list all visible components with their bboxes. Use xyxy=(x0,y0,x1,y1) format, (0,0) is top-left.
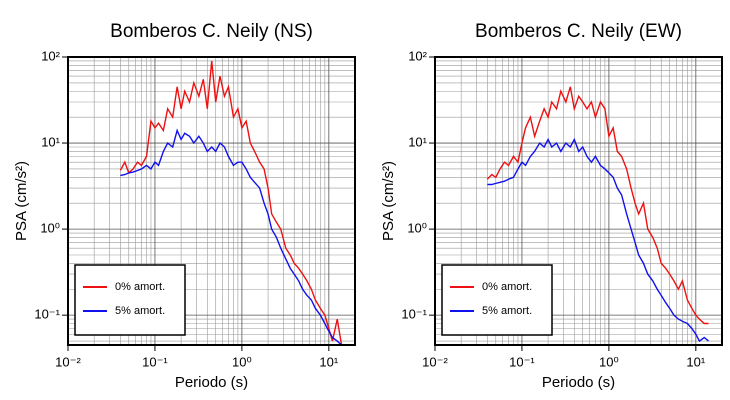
y-tick-label: 10⁻¹ xyxy=(401,307,427,322)
chart-title: Bomberos C. Neily (NS) xyxy=(110,21,313,42)
panel: Bomberos C. Neily (EW) Periodo (s) PSA (cm… xyxy=(380,21,723,391)
x-axis-label: Periodo (s) xyxy=(175,374,248,391)
plot-frame xyxy=(434,56,723,346)
legend-box xyxy=(74,264,186,336)
legend-label: 0% amort. xyxy=(115,281,165,293)
x-tick-label: 10⁰ xyxy=(599,354,619,369)
legend-label: 5% amort. xyxy=(482,305,532,317)
chart-title: Bomberos C. Neily (EW) xyxy=(475,21,682,42)
series-line xyxy=(486,86,709,325)
legend-label: 5% amort. xyxy=(115,305,165,317)
series-line xyxy=(487,137,709,343)
series-line xyxy=(119,60,343,345)
y-tick-label: 10² xyxy=(408,48,427,63)
x-tick-label: 10¹ xyxy=(686,354,705,369)
y-tick-label: 10⁰ xyxy=(40,221,60,236)
y-tick-label: 10¹ xyxy=(408,134,427,149)
x-tick-label: 10⁻¹ xyxy=(142,354,168,369)
y-axis-label: PSA (cm/s²) xyxy=(13,161,30,241)
plot-frame xyxy=(67,56,356,346)
legend-box xyxy=(441,264,553,336)
x-tick-label: 10⁻¹ xyxy=(509,354,535,369)
y-tick-label: 10⁰ xyxy=(407,221,427,236)
x-tick-label: 10¹ xyxy=(319,354,338,369)
x-tick-label: 10⁻² xyxy=(422,354,448,369)
panel: Bomberos C. Neily (NS) Periodo (s) PSA (cm… xyxy=(13,21,356,391)
x-tick-label: 10⁰ xyxy=(232,354,252,369)
x-tick-label: 10⁻² xyxy=(55,354,81,369)
series-line xyxy=(120,128,343,345)
y-axis-label: PSA (cm/s²) xyxy=(380,161,397,241)
y-tick-label: 10² xyxy=(41,48,60,63)
x-axis-label: Periodo (s) xyxy=(542,374,615,391)
legend-label: 0% amort. xyxy=(482,281,532,293)
y-tick-label: 10⁻¹ xyxy=(34,307,60,322)
y-tick-label: 10¹ xyxy=(41,134,60,149)
